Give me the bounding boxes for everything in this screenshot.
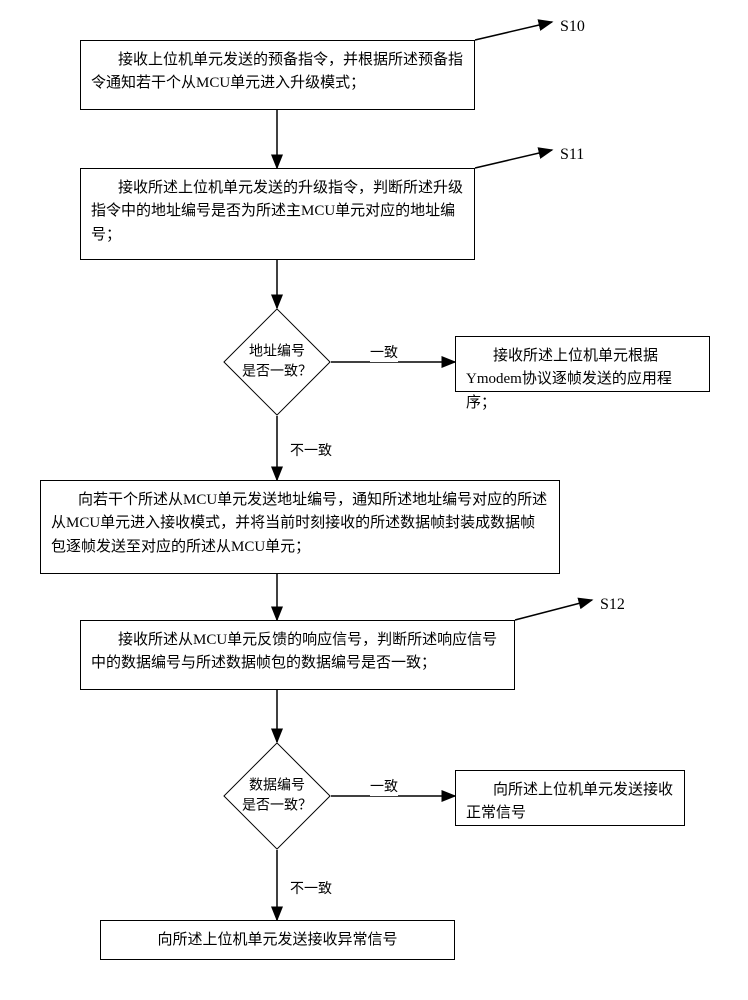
decision2-line2: 是否一致？ (242, 798, 312, 813)
send-abnormal-box: 向所述上位机单元发送接收异常信号 (100, 920, 455, 960)
step-s11-text: 接收所述上位机单元发送的升级指令，判断所述升级指令中的地址编号是否为所述主MCU… (91, 180, 463, 243)
step-label-s12: S12 (600, 596, 625, 614)
edge-label: 不一致 (290, 440, 332, 460)
decision1-line1: 地址编号 (249, 344, 305, 359)
decision-data-match: 数据编号 是否一致？ (239, 758, 315, 834)
decision-data-label: 数据编号 是否一致？ (242, 776, 312, 815)
edge-label: 不一致 (290, 878, 332, 898)
receive-app-box: 接收所述上位机单元根据Ymodem协议逐帧发送的应用程序； (455, 336, 710, 392)
forward-data-box: 向若干个所述从MCU单元发送地址编号，通知所述地址编号对应的所述从MCU单元进入… (40, 480, 560, 574)
step-s12-text: 接收所述从MCU单元反馈的响应信号，判断所述响应信号中的数据编号与所述数据帧包的… (91, 632, 497, 671)
decision2-line1: 数据编号 (249, 778, 305, 793)
flowchart-canvas: 接收上位机单元发送的预备指令，并根据所述预备指令通知若干个从MCU单元进入升级模… (0, 0, 748, 1000)
send-normal-text: 向所述上位机单元发送接收正常信号 (466, 782, 673, 821)
receive-app-text: 接收所述上位机单元根据Ymodem协议逐帧发送的应用程序； (466, 348, 672, 411)
decision-address-label: 地址编号 是否一致？ (242, 342, 312, 381)
step-label-s11: S11 (560, 146, 584, 164)
step-s10-text: 接收上位机单元发送的预备指令，并根据所述预备指令通知若干个从MCU单元进入升级模… (91, 52, 463, 91)
send-normal-box: 向所述上位机单元发送接收正常信号 (455, 770, 685, 826)
decision-address-match: 地址编号 是否一致？ (239, 324, 315, 400)
step-s10-box: 接收上位机单元发送的预备指令，并根据所述预备指令通知若干个从MCU单元进入升级模… (80, 40, 475, 110)
send-abnormal-text: 向所述上位机单元发送接收异常信号 (157, 932, 397, 948)
edge-label: 一致 (370, 776, 398, 796)
step-label-s10: S10 (560, 18, 585, 36)
decision1-line2: 是否一致？ (242, 364, 312, 379)
edge-label: 一致 (370, 342, 398, 362)
step-s11-box: 接收所述上位机单元发送的升级指令，判断所述升级指令中的地址编号是否为所述主MCU… (80, 168, 475, 260)
step-s12-box: 接收所述从MCU单元反馈的响应信号，判断所述响应信号中的数据编号与所述数据帧包的… (80, 620, 515, 690)
forward-data-text: 向若干个所述从MCU单元发送地址编号，通知所述地址编号对应的所述从MCU单元进入… (51, 492, 547, 555)
